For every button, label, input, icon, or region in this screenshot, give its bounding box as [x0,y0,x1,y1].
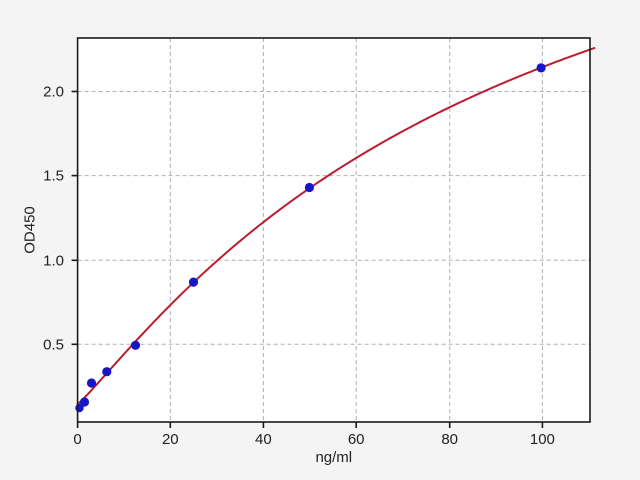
svg-text:80: 80 [441,431,458,448]
svg-text:1.0: 1.0 [43,252,64,269]
svg-text:60: 60 [348,431,365,448]
svg-text:OD450: OD450 [22,206,39,254]
svg-text:20: 20 [162,431,179,448]
svg-text:0.5: 0.5 [43,336,64,353]
svg-text:ng/ml: ng/ml [315,449,352,466]
svg-text:2.0: 2.0 [43,84,64,101]
svg-text:40: 40 [255,431,272,448]
svg-text:1.5: 1.5 [43,168,64,185]
svg-text:0: 0 [73,431,81,448]
svg-text:100: 100 [530,431,555,448]
